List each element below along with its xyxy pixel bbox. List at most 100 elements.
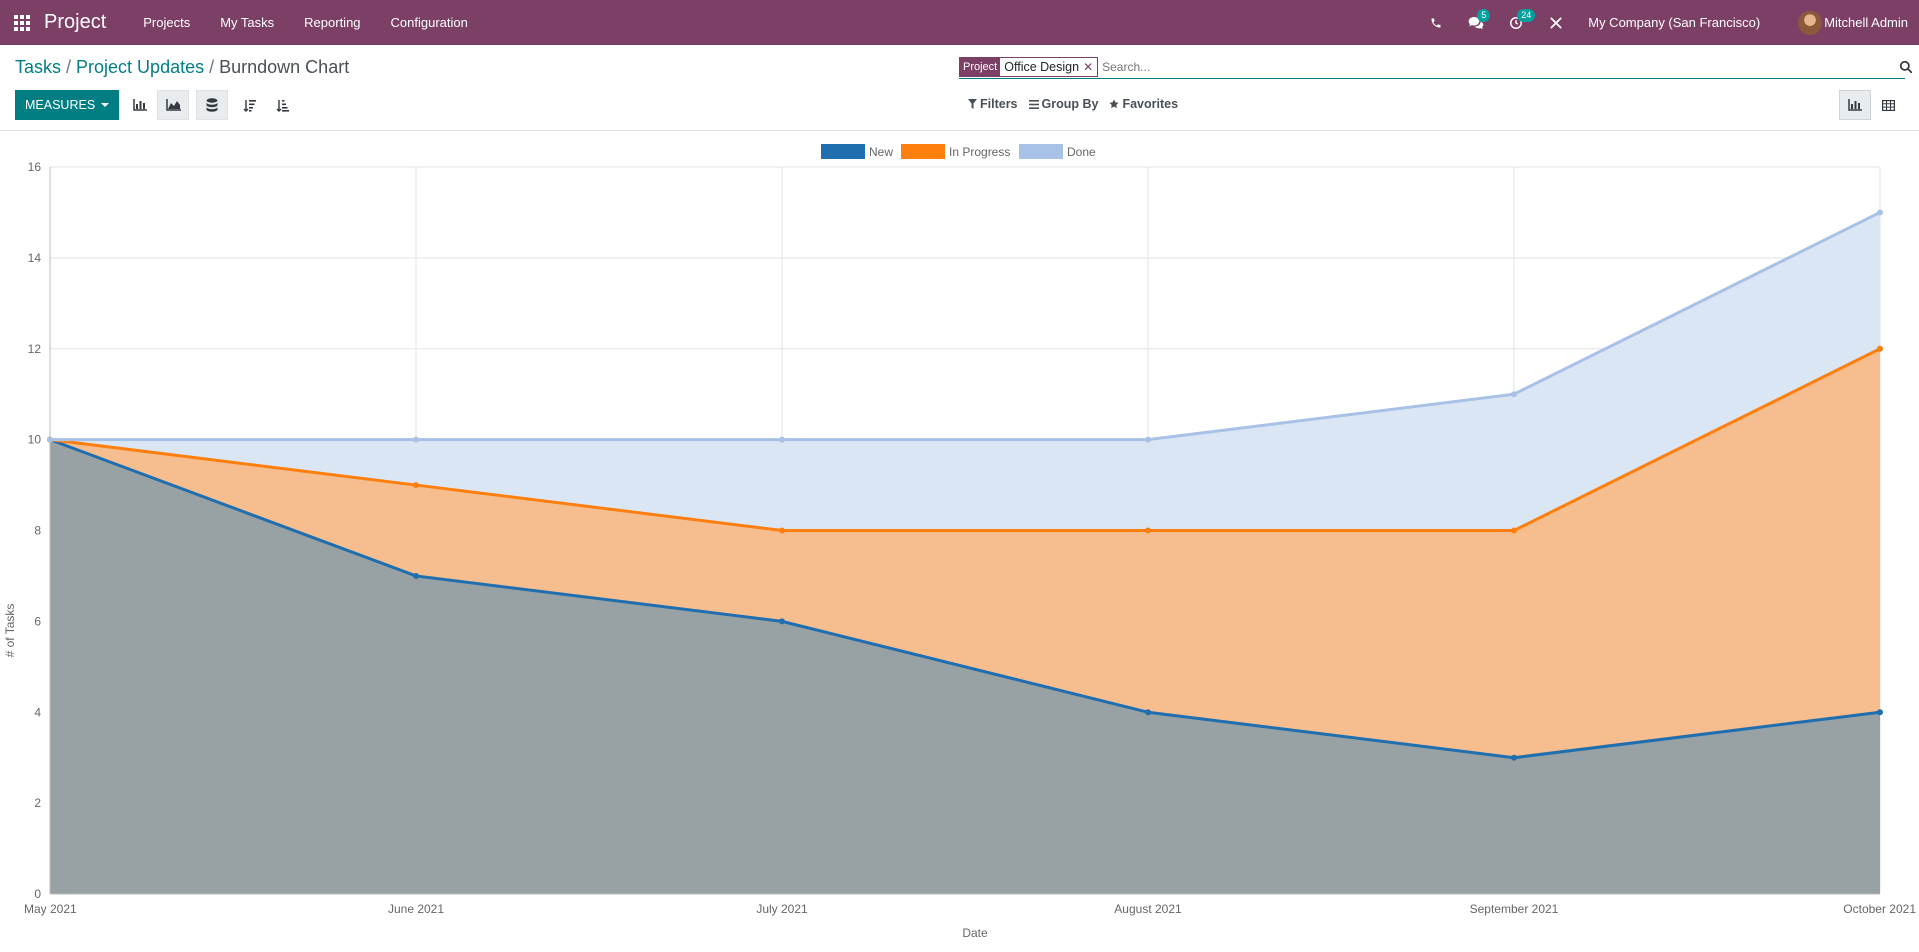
bar-chart-icon bbox=[133, 99, 147, 111]
groupby-label: Group By bbox=[1041, 97, 1099, 111]
x-tick-label: July 2021 bbox=[756, 902, 808, 916]
user-avatar bbox=[1798, 10, 1823, 35]
search-facet: Project Office Design ✕ bbox=[959, 56, 1099, 77]
y-tick-label: 2 bbox=[34, 796, 41, 810]
burndown-chart: 0 2 4 6 8 10 12 14 16 May 2021 June 2021 July 2021 A… bbox=[0, 131, 1919, 947]
debug-tools-icon[interactable] bbox=[1536, 0, 1576, 45]
y-tick-label: 8 bbox=[34, 524, 41, 538]
y-tick-label: 12 bbox=[28, 342, 42, 356]
data-point-done bbox=[1877, 209, 1883, 216]
top-navbar: Project Projects My Tasks Reporting Conf… bbox=[0, 0, 1919, 45]
data-point-in-progress bbox=[1145, 527, 1151, 534]
sort-ascending-icon bbox=[276, 99, 289, 112]
table-icon bbox=[1881, 99, 1895, 111]
app-brand[interactable]: Project bbox=[44, 11, 107, 33]
company-switcher[interactable]: My Company (San Francisco) bbox=[1588, 15, 1761, 30]
data-point-done bbox=[1145, 436, 1151, 443]
menu-configuration[interactable]: Configuration bbox=[390, 15, 468, 30]
menu-projects[interactable]: Projects bbox=[143, 15, 191, 30]
sort-ascending-button[interactable] bbox=[267, 90, 299, 120]
burndown-chart-svg: 0 2 4 6 8 10 12 14 16 May 2021 June 2021 July 2021 A… bbox=[3, 144, 1916, 940]
data-point-done bbox=[413, 436, 419, 443]
y-tick-label: 16 bbox=[28, 160, 42, 174]
legend-label-done: Done bbox=[1067, 145, 1096, 159]
data-point-done bbox=[779, 436, 785, 443]
legend-swatch-new bbox=[821, 144, 865, 159]
y-tick-label: 14 bbox=[28, 251, 42, 265]
y-axis-title: # of Tasks bbox=[3, 604, 17, 658]
stacked-button[interactable] bbox=[196, 90, 228, 120]
groupby-dropdown[interactable]: Group By bbox=[1028, 97, 1099, 111]
data-point-in-progress bbox=[779, 527, 785, 534]
x-axis-title: Date bbox=[962, 926, 988, 940]
data-point-new bbox=[1877, 709, 1883, 716]
legend-swatch-in-progress bbox=[901, 144, 945, 159]
y-tick-label: 4 bbox=[34, 705, 41, 719]
search-input[interactable] bbox=[1102, 59, 1905, 74]
sort-descending-button[interactable] bbox=[234, 90, 266, 120]
graph-view-button[interactable] bbox=[1839, 90, 1871, 120]
caret-down-icon bbox=[101, 103, 110, 107]
data-point-in-progress bbox=[1511, 527, 1517, 534]
search-icon[interactable] bbox=[1899, 60, 1913, 74]
sort-descending-icon bbox=[243, 99, 256, 112]
search-panel-options: Filters Group By Favorites bbox=[968, 97, 1189, 111]
series-line-new bbox=[49, 438, 1881, 760]
bar-chart-icon bbox=[1848, 99, 1862, 111]
activities-count-badge: 24 bbox=[1517, 9, 1536, 22]
messages-count-badge: 5 bbox=[1477, 9, 1491, 22]
main-menu: Projects My Tasks Reporting Configuratio… bbox=[128, 0, 483, 45]
data-point-new bbox=[1511, 754, 1517, 761]
data-point-in-progress bbox=[413, 482, 419, 489]
apps-menu-icon[interactable] bbox=[0, 0, 44, 45]
filter-icon bbox=[968, 99, 977, 109]
activities-clock-icon[interactable]: 24 bbox=[1496, 0, 1536, 45]
facet-label: Project bbox=[960, 57, 1001, 76]
star-icon bbox=[1109, 99, 1120, 109]
breadcrumb-current: Burndown Chart bbox=[219, 57, 350, 77]
phone-icon[interactable] bbox=[1416, 0, 1456, 45]
area-chart-icon bbox=[165, 99, 181, 111]
pivot-view-button[interactable] bbox=[1872, 90, 1904, 120]
filters-dropdown[interactable]: Filters bbox=[968, 97, 1018, 111]
breadcrumb-separator: / bbox=[209, 57, 215, 77]
search-bar: Project Office Design ✕ bbox=[959, 55, 1913, 79]
favorites-dropdown[interactable]: Favorites bbox=[1109, 97, 1178, 111]
facet-remove-icon[interactable]: ✕ bbox=[1083, 59, 1094, 74]
x-tick-label: September 2021 bbox=[1470, 902, 1559, 916]
data-point-new bbox=[413, 572, 419, 579]
measures-button[interactable]: MEASURES bbox=[15, 90, 120, 120]
systray: 5 24 My Company (San Francisco) Mitchell… bbox=[1416, 0, 1919, 45]
x-tick-label: June 2021 bbox=[388, 902, 444, 916]
bar-chart-button[interactable] bbox=[124, 90, 156, 120]
messages-icon[interactable]: 5 bbox=[1456, 0, 1496, 45]
legend-label-in-progress: In Progress bbox=[949, 145, 1010, 159]
database-stack-icon bbox=[206, 98, 218, 112]
bars-icon bbox=[1028, 99, 1039, 109]
menu-my-tasks[interactable]: My Tasks bbox=[220, 15, 275, 30]
breadcrumb-tasks[interactable]: Tasks bbox=[15, 57, 62, 77]
y-tick-label: 6 bbox=[34, 614, 41, 628]
series-line-in-progress bbox=[49, 347, 1881, 532]
x-tick-label: May 2021 bbox=[24, 902, 77, 916]
data-point-in-progress bbox=[1877, 345, 1883, 352]
series-line-done bbox=[50, 211, 1881, 442]
facet-value: Office Design bbox=[1004, 59, 1080, 74]
y-tick-label: 0 bbox=[34, 887, 41, 901]
data-point-new bbox=[779, 618, 785, 625]
legend-swatch-done bbox=[1019, 144, 1063, 159]
user-menu[interactable]: Mitchell Admin bbox=[1798, 10, 1919, 35]
line-chart-button[interactable] bbox=[157, 90, 189, 120]
x-tick-label: August 2021 bbox=[1114, 902, 1182, 916]
y-tick-label: 10 bbox=[28, 433, 42, 447]
breadcrumb-separator: / bbox=[66, 57, 72, 77]
data-point-done bbox=[1511, 391, 1517, 398]
x-tick-label: October 2021 bbox=[1843, 902, 1916, 916]
data-point-new bbox=[1145, 709, 1151, 716]
menu-reporting[interactable]: Reporting bbox=[304, 15, 361, 30]
filters-label: Filters bbox=[980, 97, 1018, 111]
favorites-label: Favorites bbox=[1122, 97, 1179, 111]
measures-label: MEASURES bbox=[25, 98, 96, 112]
breadcrumb-project-updates[interactable]: Project Updates bbox=[76, 57, 205, 77]
breadcrumb: Tasks / Project Updates / Burndown Chart bbox=[15, 57, 349, 78]
